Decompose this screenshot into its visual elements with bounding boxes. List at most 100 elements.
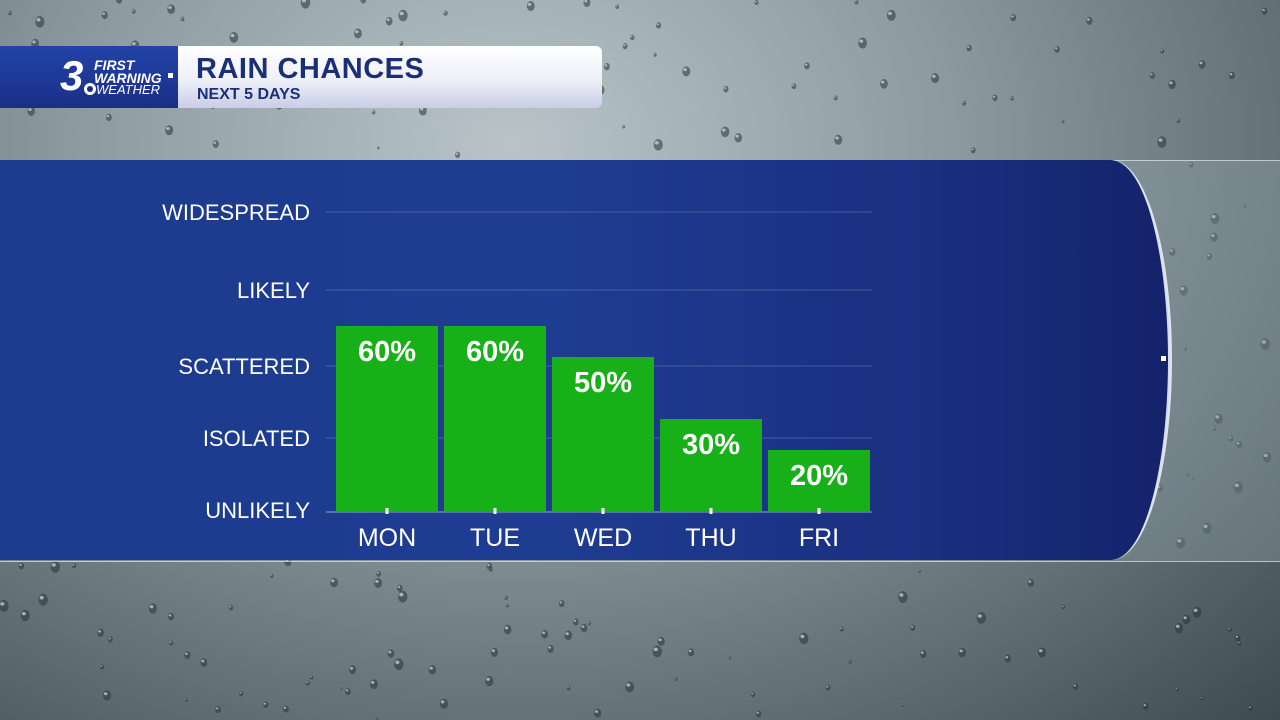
bar bbox=[552, 357, 654, 512]
rain-drop-highlight bbox=[888, 11, 892, 16]
rain-drop-highlight bbox=[376, 571, 379, 574]
rain-drop-highlight bbox=[573, 619, 577, 622]
rain-drop-highlight bbox=[377, 146, 379, 148]
rain-drop-highlight bbox=[1200, 696, 1203, 699]
rain-drop-highlight bbox=[486, 677, 490, 681]
rain-drop-highlight bbox=[1229, 73, 1233, 76]
rain-drop-highlight bbox=[149, 605, 154, 609]
rain-drop-highlight bbox=[72, 564, 75, 566]
rain-drop-highlight bbox=[36, 18, 41, 22]
rain-drop-highlight bbox=[1261, 340, 1266, 344]
rain-drop-highlight bbox=[102, 12, 106, 15]
rain-drop-highlight bbox=[28, 108, 32, 111]
rain-drop-highlight bbox=[1199, 61, 1203, 65]
rain-drop-highlight bbox=[354, 30, 359, 34]
y-axis-label: WIDESPREAD bbox=[162, 200, 310, 225]
rain-drop-highlight bbox=[1160, 49, 1163, 52]
rain-drop-highlight bbox=[1192, 477, 1194, 479]
rain-drop-highlight bbox=[132, 9, 134, 12]
rain-drop-highlight bbox=[622, 125, 624, 127]
rain-drop-highlight bbox=[826, 685, 829, 688]
data-label: 30% bbox=[682, 429, 740, 461]
rain-drop-highlight bbox=[835, 136, 839, 140]
rain-drop-highlight bbox=[1249, 706, 1251, 709]
rain-drop-highlight bbox=[581, 625, 585, 628]
rain-drop-highlight bbox=[1180, 287, 1185, 291]
logo-text-weather: WEATHER bbox=[96, 82, 161, 97]
rain-drop bbox=[116, 0, 123, 4]
rain-drop-highlight bbox=[527, 2, 532, 6]
rain-drop-highlight bbox=[588, 622, 590, 624]
rain-drop-highlight bbox=[399, 11, 404, 16]
rain-drop-highlight bbox=[977, 614, 982, 618]
rain-drop-highlight bbox=[1229, 436, 1232, 439]
rain-drop-highlight bbox=[1158, 138, 1163, 142]
rain-drop-highlight bbox=[1189, 162, 1192, 165]
rain-drop-highlight bbox=[388, 650, 392, 654]
rain-drop-highlight bbox=[166, 126, 170, 130]
rain-drop-highlight bbox=[623, 44, 626, 46]
rain-drop-highlight bbox=[800, 634, 805, 639]
rain-drop-highlight bbox=[630, 35, 633, 38]
rain-drop-highlight bbox=[1170, 249, 1173, 252]
data-label: 60% bbox=[466, 336, 524, 368]
rain-drop-highlight bbox=[1150, 73, 1153, 76]
logo-text-first: FIRST bbox=[94, 57, 135, 73]
rain-drop-highlight bbox=[615, 5, 618, 7]
rain-drop-highlight bbox=[792, 84, 795, 87]
rain-drop-highlight bbox=[899, 593, 904, 597]
rain-drop-highlight bbox=[8, 11, 11, 13]
logo-text-warning: WARNING bbox=[94, 70, 162, 86]
rain-drop-highlight bbox=[1211, 215, 1216, 219]
rain-drop-highlight bbox=[1143, 704, 1147, 707]
rain-drop-highlight bbox=[443, 11, 446, 14]
rain-drop-highlight bbox=[1213, 427, 1215, 429]
logo-number: 3 bbox=[60, 52, 83, 99]
rain-drop-highlight bbox=[168, 6, 172, 9]
rain-drop-highlight bbox=[1038, 649, 1043, 653]
rain-drop-highlight bbox=[565, 632, 569, 636]
rain-drop-highlight bbox=[656, 23, 659, 26]
rain-drop-highlight bbox=[688, 649, 692, 653]
x-tick-label: WED bbox=[574, 524, 632, 552]
rain-drop-highlight bbox=[804, 63, 808, 66]
y-axis-label: LIKELY bbox=[237, 278, 310, 303]
rain-drop-highlight bbox=[1207, 254, 1210, 257]
rain-drop-highlight bbox=[1237, 641, 1240, 644]
rain-drop-highlight bbox=[1183, 616, 1187, 620]
rain-drop-highlight bbox=[1028, 580, 1032, 583]
rain-drop-highlight bbox=[397, 585, 401, 589]
rain-drop-highlight bbox=[1203, 524, 1208, 529]
rain-drop-highlight bbox=[1184, 347, 1186, 349]
rain-drop-highlight bbox=[848, 660, 851, 662]
x-tick-label: FRI bbox=[799, 524, 839, 552]
rain-drop-highlight bbox=[723, 87, 727, 90]
rain-drop-highlight bbox=[201, 659, 205, 663]
rain-drop-highlight bbox=[584, 0, 588, 3]
rain-drop-highlight bbox=[1215, 415, 1220, 419]
rain-drop-highlight bbox=[419, 107, 424, 111]
rain-drop-highlight bbox=[967, 45, 970, 48]
rain-drop-highlight bbox=[959, 649, 963, 653]
bar bbox=[444, 326, 546, 512]
rain-drop-highlight bbox=[674, 677, 677, 679]
rain-drop-highlight bbox=[1262, 8, 1265, 12]
rain-drop-highlight bbox=[721, 128, 726, 132]
rain-drop-highlight bbox=[372, 110, 374, 113]
rain-drop-highlight bbox=[1236, 442, 1240, 445]
rain-drop-highlight bbox=[108, 637, 111, 640]
rain-drop-highlight bbox=[1228, 628, 1231, 630]
rain-drop-highlight bbox=[504, 626, 509, 630]
rain-drop-highlight bbox=[567, 686, 569, 688]
rain-drop-highlight bbox=[399, 592, 404, 597]
rain-drop-highlight bbox=[962, 101, 965, 104]
rain-drop-highlight bbox=[103, 692, 108, 696]
rain-drop-highlight bbox=[19, 563, 22, 566]
rain-drop-highlight bbox=[1169, 81, 1173, 85]
rain-drop-highlight bbox=[395, 660, 400, 664]
rain-drop-highlight bbox=[1243, 204, 1245, 206]
rain-drop-highlight bbox=[594, 710, 599, 713]
rain-drop-highlight bbox=[504, 596, 507, 598]
x-tick-label: THU bbox=[685, 524, 736, 552]
